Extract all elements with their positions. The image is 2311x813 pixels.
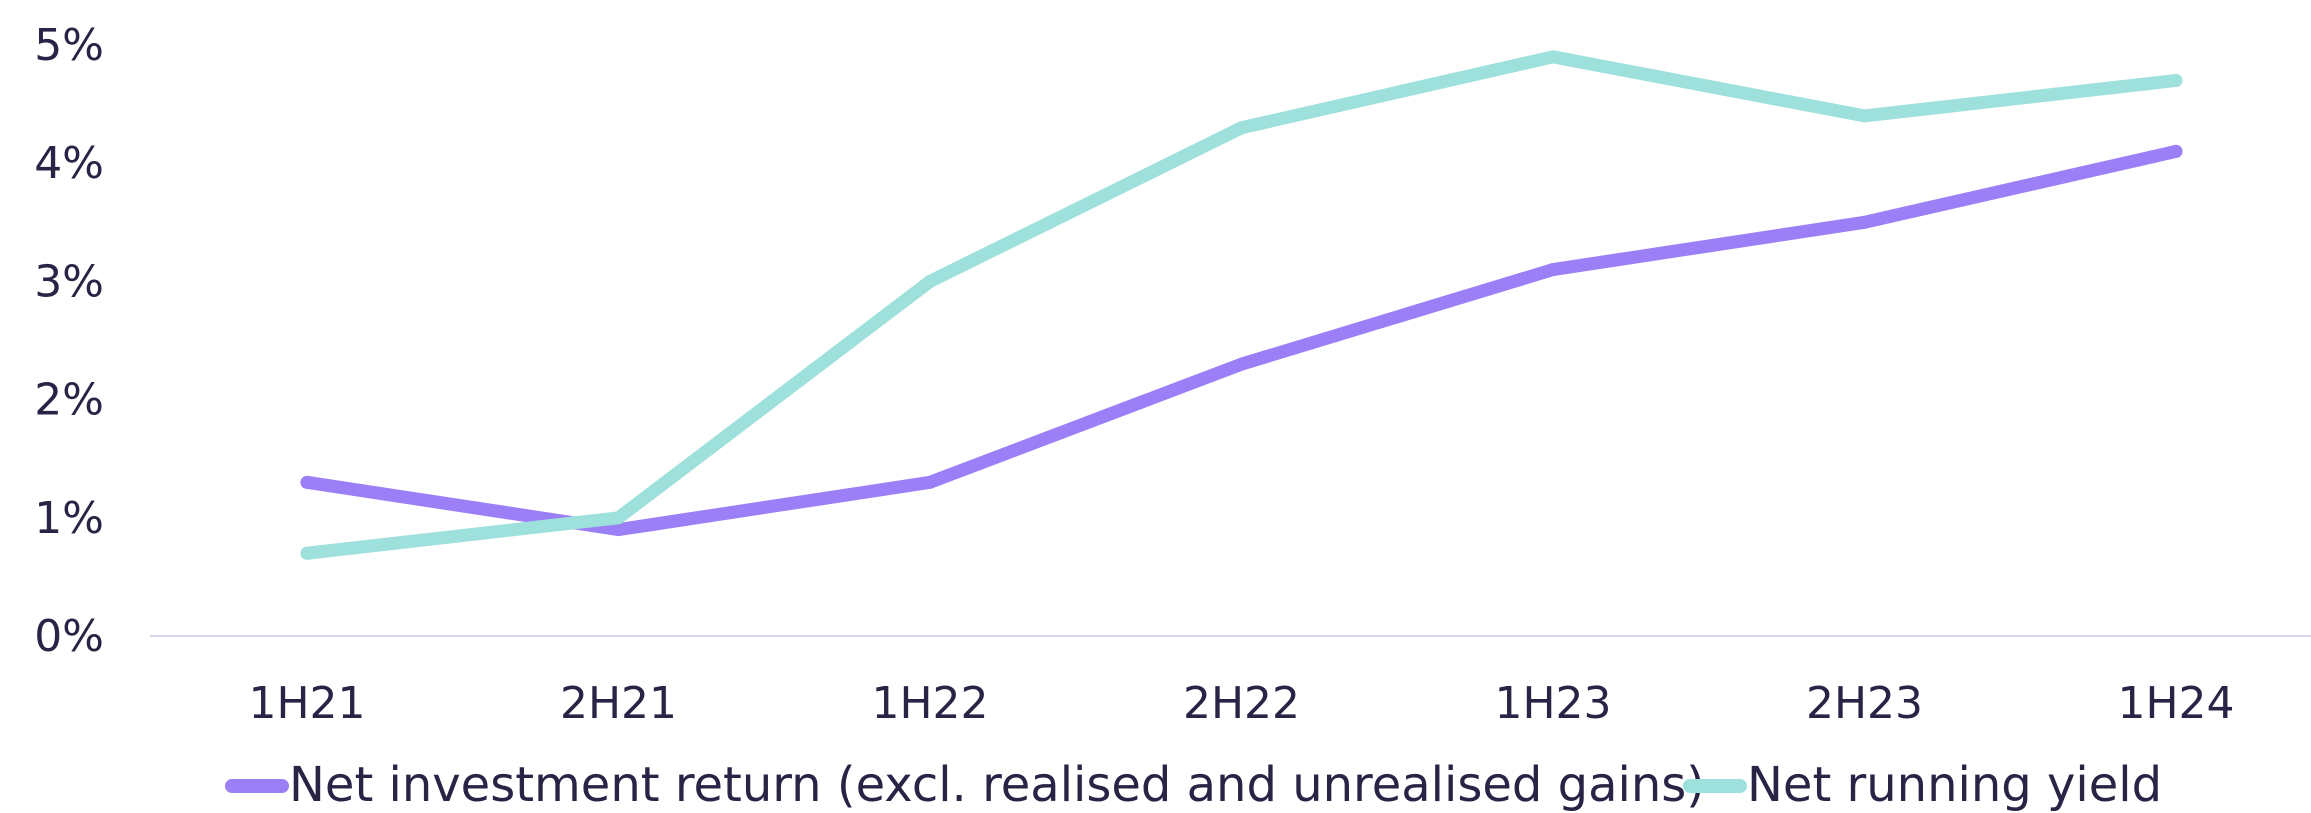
y-tick-label: 4% — [34, 138, 104, 189]
data-point — [923, 274, 937, 288]
x-tick-label: 1H23 — [1494, 678, 1611, 729]
series-line — [300, 144, 2183, 537]
series-layer — [300, 50, 2183, 560]
x-tick-label: 1H21 — [248, 678, 365, 729]
data-point — [300, 475, 314, 489]
x-tick-label: 2H21 — [560, 678, 677, 729]
x-tick-label: 1H24 — [2117, 678, 2234, 729]
x-tick-label: 2H23 — [1806, 678, 1923, 729]
legend: Net investment return (excl. realised an… — [225, 757, 2162, 813]
data-point — [612, 523, 625, 537]
data-point — [923, 475, 937, 489]
data-point — [1235, 357, 1248, 371]
series-2 — [300, 50, 2183, 560]
y-axis: 0% 1% 2% 3% 4% 5% — [34, 20, 104, 662]
data-point — [612, 511, 625, 525]
data-point — [2169, 73, 2183, 87]
data-point — [2169, 144, 2183, 158]
y-tick-label: 2% — [34, 375, 104, 426]
y-tick-label: 3% — [34, 256, 104, 307]
x-tick-label: 1H22 — [871, 678, 988, 729]
legend-item: Net running yield — [1683, 757, 2162, 813]
data-point — [1858, 215, 1871, 229]
legend-item: Net investment return (excl. realised an… — [225, 757, 1705, 813]
legend-label: Net running yield — [1747, 757, 2162, 813]
data-point — [1546, 50, 1560, 64]
y-tick-label: 1% — [34, 493, 104, 544]
series-1 — [300, 144, 2183, 537]
x-tick-label: 2H22 — [1183, 678, 1300, 729]
data-point — [300, 546, 314, 560]
data-point — [1546, 263, 1560, 277]
y-tick-label: 0% — [34, 611, 104, 662]
x-axis: 1H21 2H21 1H22 2H22 1H23 2H23 1H24 — [248, 678, 2234, 729]
data-point — [1858, 109, 1871, 123]
legend-label: Net investment return (excl. realised an… — [289, 757, 1705, 813]
y-tick-label: 5% — [34, 20, 104, 71]
data-point — [1235, 121, 1248, 135]
